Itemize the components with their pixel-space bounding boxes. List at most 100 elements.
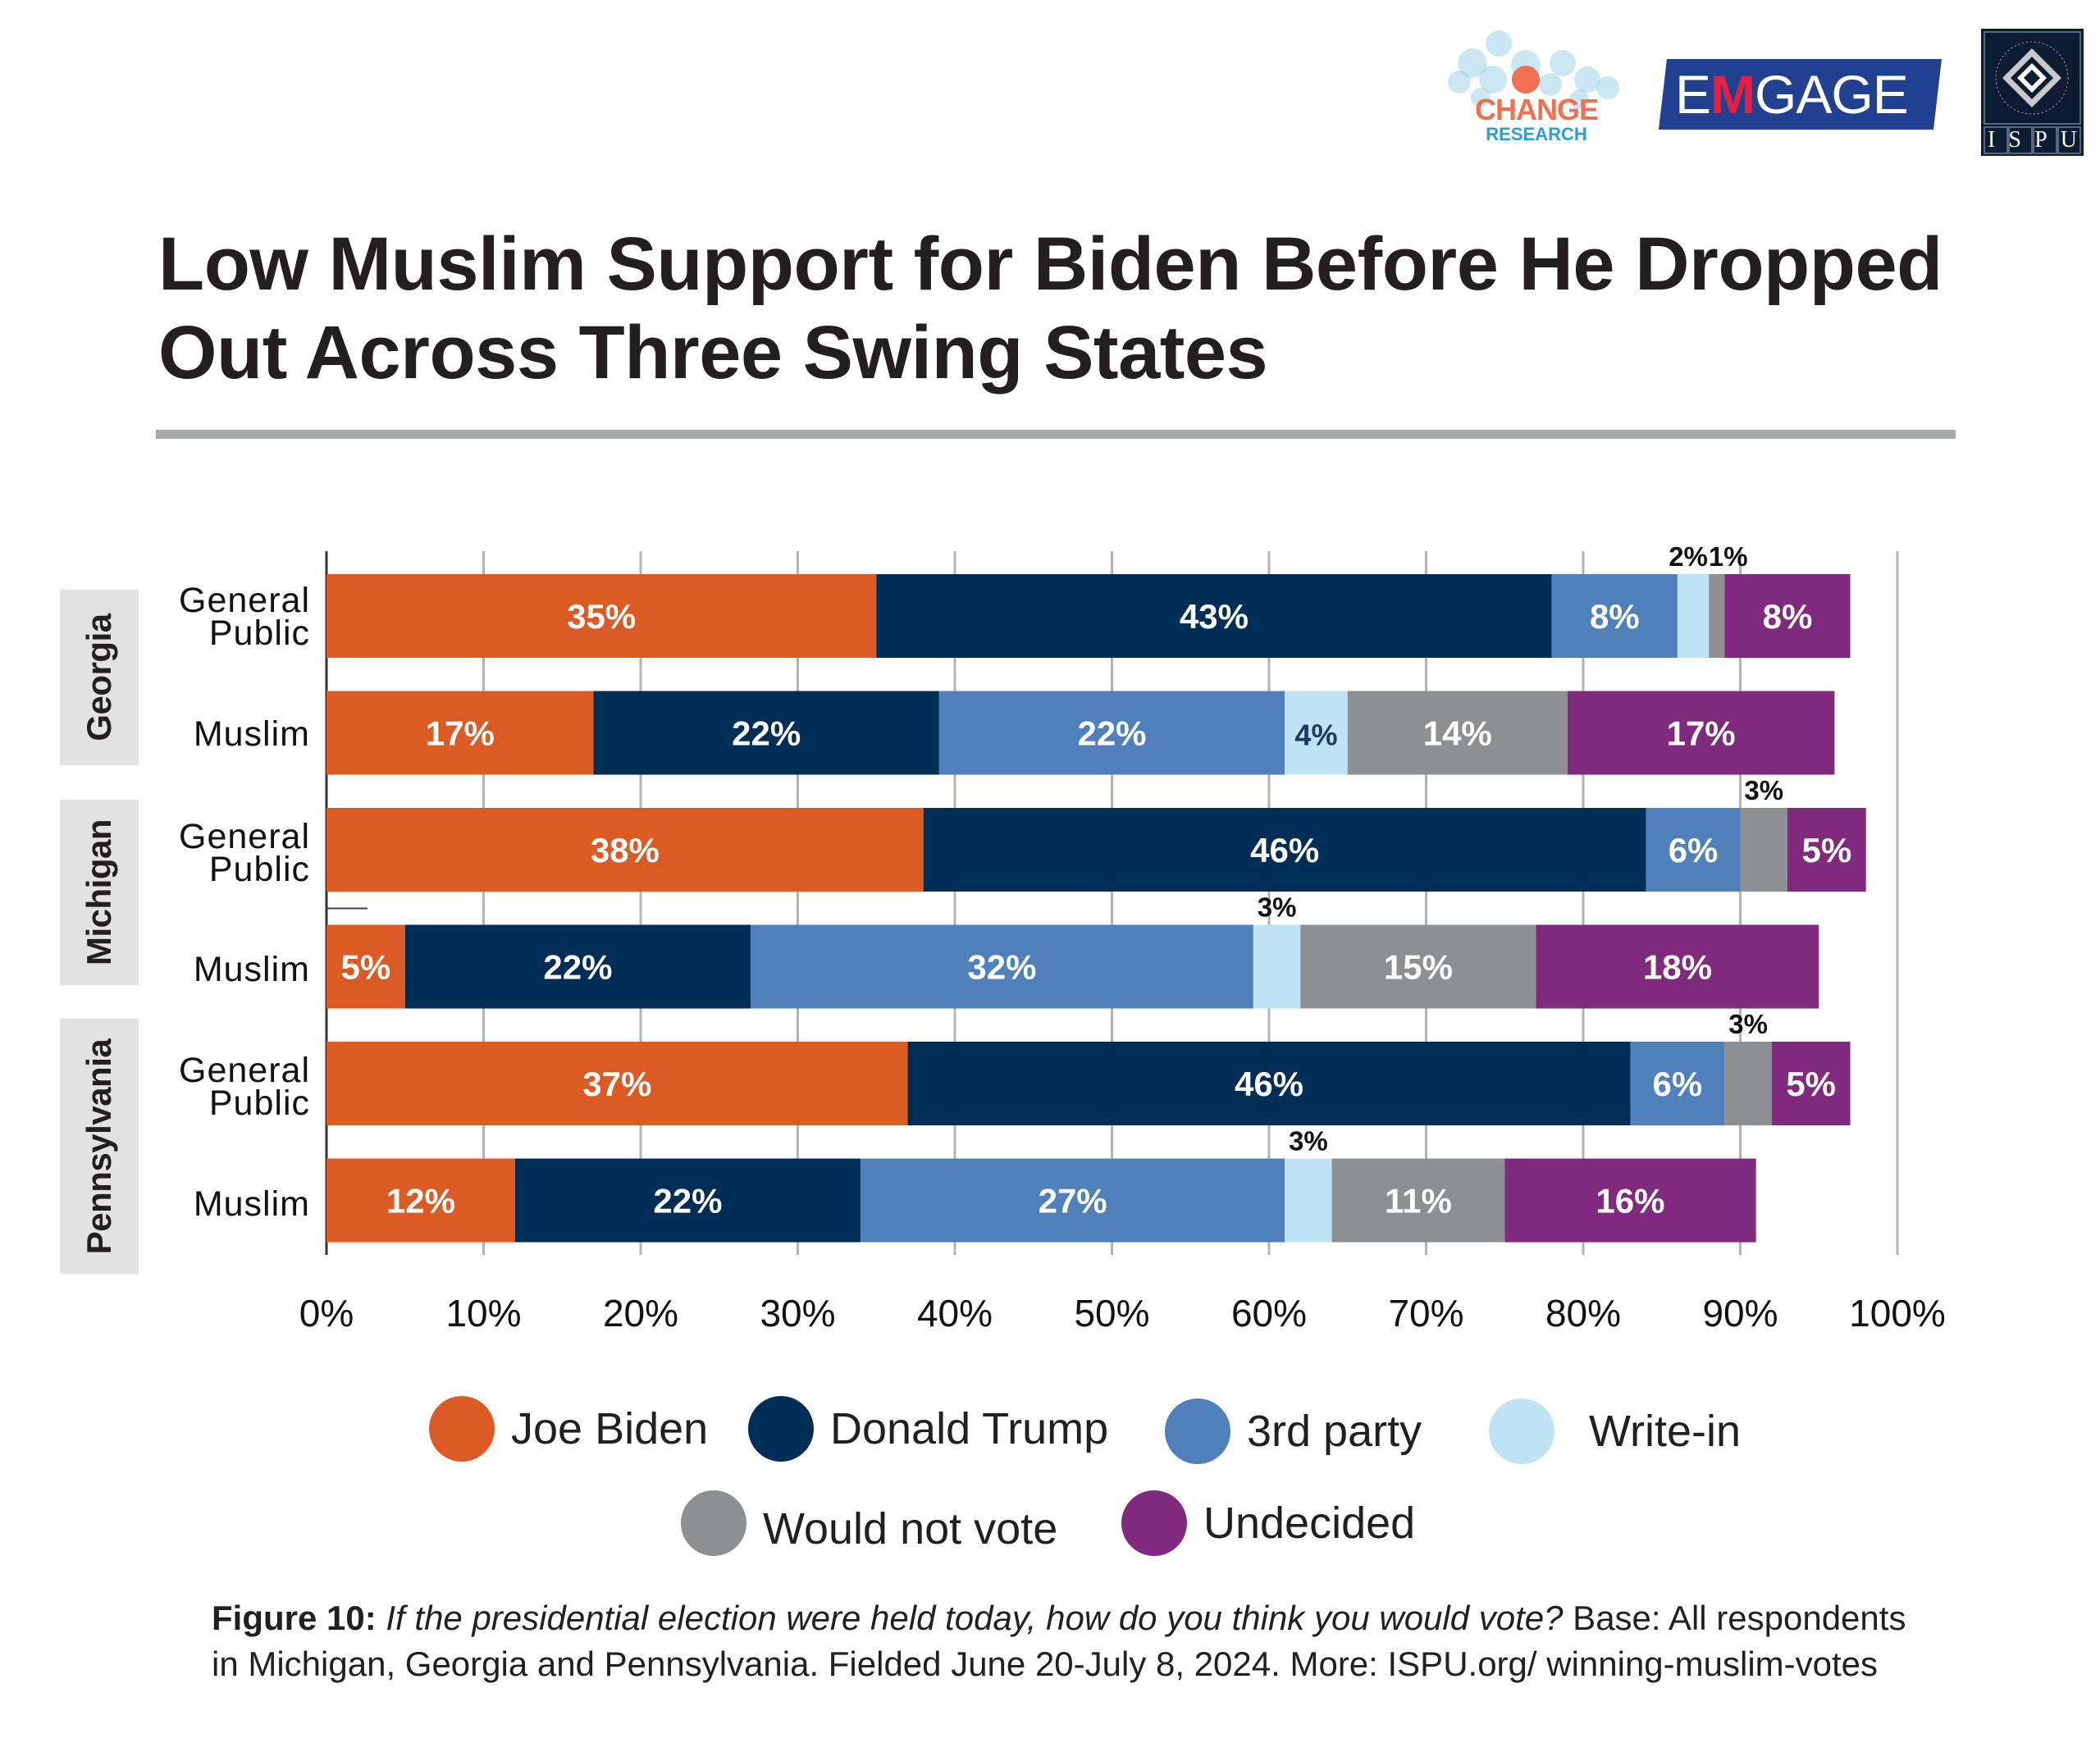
emgage-letter-e: E — [1675, 64, 1711, 125]
bar-segment-3rd-party — [1551, 574, 1678, 658]
value-label: 17% — [426, 714, 495, 753]
legend-swatch-undecided — [1121, 1490, 1187, 1556]
row-label-pennsylvania-muslim: Muslim — [193, 1184, 310, 1224]
emgage-wordmark: EMGAGE — [1675, 64, 1909, 125]
bar-segment-3rd-party — [1630, 1042, 1725, 1125]
ispu-letter: P — [2034, 127, 2048, 153]
state-label-michigan: Michigan — [60, 800, 139, 985]
value-label-above: 1% — [1709, 541, 1748, 572]
bar-segment-would-not-vote — [1331, 1158, 1505, 1243]
legend-swatch-3rd-party — [1165, 1398, 1230, 1464]
legend-label: 3rd party — [1247, 1407, 1422, 1456]
x-tick-label: 100% — [1849, 1292, 1946, 1334]
legend-label: Write-in — [1589, 1407, 1742, 1456]
value-label: 22% — [653, 1182, 722, 1220]
value-label: 6% — [1653, 1065, 1703, 1103]
row-label-georgia-general-public: General Public — [179, 581, 310, 651]
row-label-line: Public — [208, 1084, 310, 1123]
value-label-above: 3% — [1744, 775, 1783, 805]
gridlines — [325, 551, 1899, 1255]
caption-details: Base: All respondents in Michigan, Georg… — [212, 1599, 1906, 1683]
title-divider — [156, 430, 1956, 439]
change-research-subtitle: RESEARCH — [1486, 124, 1587, 144]
row-label-line: Muslim — [193, 1184, 310, 1224]
row-label-michigan-muslim: Muslim — [194, 952, 310, 988]
change-research-logo: CHANGE RESEARCH — [1448, 29, 1620, 148]
bar-segment-undecided — [1567, 691, 1835, 775]
bar-segment-donald-trump — [593, 691, 939, 775]
bar-segment-joe-biden — [326, 808, 924, 892]
bar-segment-write-in — [1253, 924, 1301, 1009]
value-label: 11% — [1385, 1182, 1452, 1220]
value-label: 5% — [341, 948, 391, 987]
bar-segment-joe-biden — [326, 691, 594, 775]
value-label: 17% — [1667, 714, 1736, 753]
value-label: 8% — [1590, 597, 1640, 636]
bar-segment-joe-biden — [326, 1158, 515, 1243]
value-label: 16% — [1596, 1182, 1664, 1220]
bar-segment-donald-trump — [876, 574, 1552, 658]
x-tick-label: 70% — [1388, 1292, 1463, 1334]
change-research-bubbles-icon — [1448, 30, 1619, 109]
legend-label: Joe Biden — [511, 1404, 709, 1453]
legend-item-3rd-party: 3rd party — [1165, 1398, 1422, 1464]
value-label: 46% — [1250, 831, 1319, 869]
legend-item-would-not-vote: Would not vote — [681, 1490, 1057, 1556]
value-label: 12% — [386, 1182, 455, 1220]
x-tick-label: 80% — [1545, 1292, 1621, 1334]
x-tick-label: 60% — [1231, 1292, 1307, 1334]
figure-caption: Figure 10: If the presidential election … — [212, 1595, 1918, 1687]
row-label-line: General — [179, 817, 310, 856]
value-label: 22% — [1077, 714, 1146, 753]
x-tick-label: 40% — [917, 1292, 993, 1334]
ispu-logo: I S P U — [1981, 29, 2084, 156]
bar-segment-write-in — [1285, 691, 1348, 775]
legend-item-joe-biden: Joe Biden — [429, 1396, 708, 1462]
row-label-pennsylvania-general-public: General Public — [179, 1053, 310, 1123]
bar-segment-3rd-party — [861, 1158, 1285, 1243]
value-label: 22% — [732, 714, 801, 753]
bar-segment-joe-biden — [326, 924, 405, 1009]
bar-segment-write-in — [1677, 574, 1710, 658]
row-label-michigan-general-public: General Public — [179, 817, 310, 887]
bar-segment-3rd-party — [938, 691, 1285, 775]
bar-segment-would-not-vote — [1709, 574, 1725, 658]
x-tick-label: 10% — [445, 1292, 521, 1334]
chart-title-line2: Out Across Three Swing States — [158, 311, 1268, 395]
row-label-line: General — [179, 581, 310, 620]
row-label-line: Muslim — [193, 714, 310, 754]
bars — [326, 574, 1866, 1243]
ispu-letter: I — [1988, 127, 1996, 153]
value-label: 4% — [1294, 719, 1337, 752]
bar-segment-donald-trump — [907, 1042, 1631, 1125]
value-label: 32% — [967, 948, 1036, 987]
legend-item-write-in: Write-in — [1489, 1398, 1741, 1464]
value-label: 5% — [1801, 831, 1851, 869]
value-label: 37% — [582, 1065, 651, 1103]
bar-segment-joe-biden — [326, 1042, 908, 1125]
legend-item-donald-trump: Donald Trump — [748, 1396, 1108, 1462]
survey-question: If the presidential election were held t… — [386, 1599, 1564, 1637]
bar-segment-donald-trump — [404, 924, 751, 1009]
value-label: 38% — [591, 831, 660, 869]
x-tick-label: 50% — [1074, 1292, 1149, 1334]
bar-segment-3rd-party — [1646, 808, 1741, 892]
state-label-pennsylvania: Pennsylvania — [60, 1019, 139, 1274]
bar-labels: 35% 43% 8% 2% 1% 8% 17% 22% 22% 4% 14% 17% 38% 46% 6% 3… — [341, 541, 1852, 1220]
x-axis-ticks: 0% 10% 20% 30% 40% 50% 60% 70% 80% 90% 100% — [299, 1292, 1946, 1334]
legend-label: Undecided — [1203, 1499, 1416, 1548]
bar-segment-would-not-vote — [1347, 691, 1568, 775]
value-label-above: 2% — [1669, 541, 1708, 572]
figure-number: Figure 10: — [212, 1599, 377, 1637]
emgage-letter-m: M — [1710, 64, 1755, 125]
value-label: 27% — [1039, 1182, 1107, 1220]
bar-segment-donald-trump — [514, 1158, 861, 1243]
emgage-letters-gage: GAGE — [1755, 64, 1909, 125]
legend-swatch-write-in — [1489, 1398, 1554, 1464]
bar-segment-would-not-vote — [1740, 808, 1787, 892]
bar-segment-3rd-party — [751, 924, 1253, 1009]
legend-label: Would not vote — [763, 1504, 1058, 1553]
bar-segment-undecided — [1787, 808, 1866, 892]
ispu-letters: I S P U — [1981, 127, 2084, 153]
value-label: 5% — [1786, 1065, 1836, 1103]
